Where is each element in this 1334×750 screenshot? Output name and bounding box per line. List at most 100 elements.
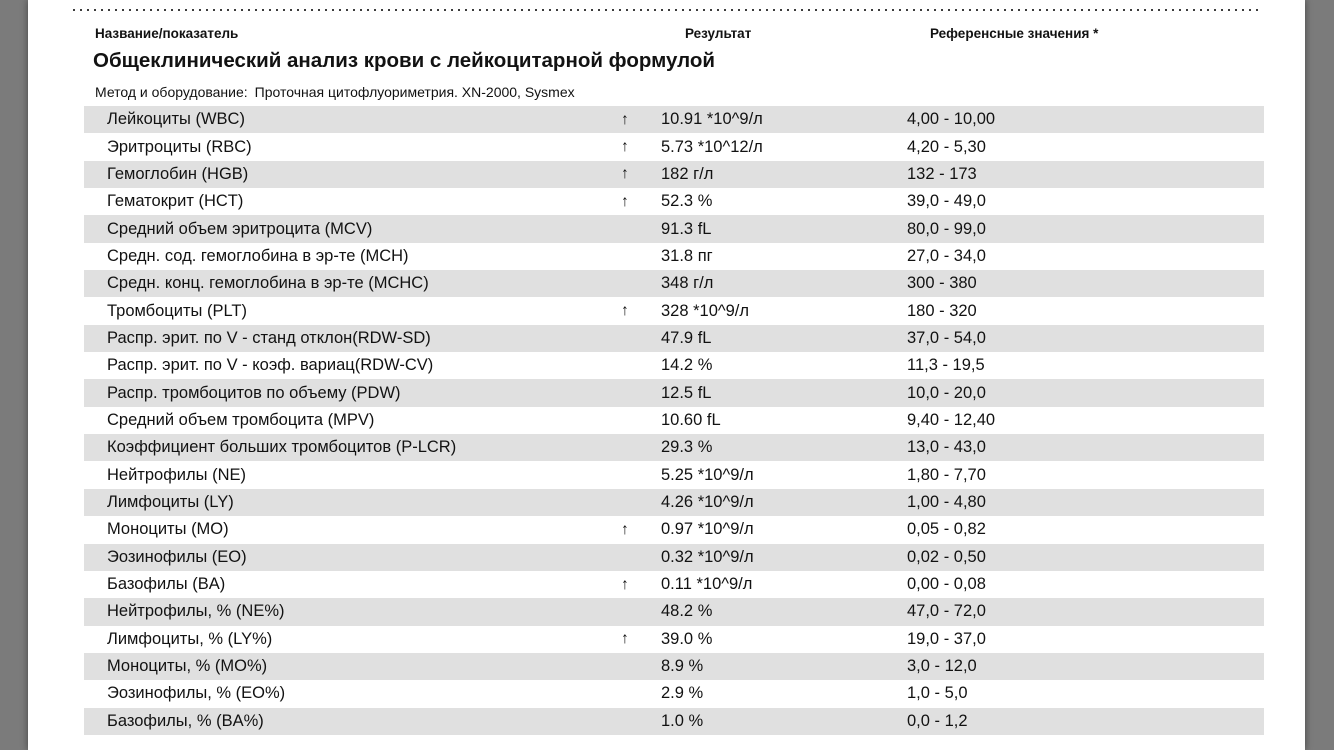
parameter-name: Моноциты (MO) — [107, 520, 229, 539]
high-flag-arrow-icon: ↑ — [621, 630, 629, 648]
parameter-name: Лимфоциты, % (LY%) — [107, 629, 273, 648]
high-flag-arrow-icon: ↑ — [621, 302, 629, 320]
reference-range: 0,05 - 0,82 — [907, 520, 986, 539]
result-value: 5.25 *10^9/л — [661, 465, 754, 484]
result-value: 328 *10^9/л — [661, 301, 750, 320]
parameter-name: Нейтрофилы, % (NE%) — [107, 602, 285, 621]
parameter-name: Лимфоциты (LY) — [107, 492, 234, 511]
reference-range: 4,00 - 10,00 — [907, 110, 996, 129]
reference-range: 27,0 - 34,0 — [907, 246, 986, 265]
reference-range: 0,00 - 0,08 — [907, 575, 986, 594]
parameter-name: Средн. сод. гемоглобина в эр-те (MCH) — [107, 246, 409, 265]
reference-range: 0,02 - 0,50 — [907, 547, 986, 566]
reference-range: 1,0 - 5,0 — [907, 684, 968, 703]
table-row: Средн. конц. гемоглобина в эр-те (MCHC) … — [84, 270, 1264, 298]
method-value: Проточная цитофлуориметрия. XN-2000, Sys… — [254, 84, 575, 100]
table-row: Распр. эрит. по V - станд отклон(RDW-SD)… — [84, 324, 1264, 353]
result-value: 2.9 % — [661, 684, 704, 703]
parameter-name: Моноциты, % (MO%) — [107, 657, 268, 676]
results-table: Лейкоциты (WBC) ↑ 10.91 *10^9/л 4,00 - 1… — [84, 106, 1264, 735]
reference-range: 80,0 - 99,0 — [907, 219, 986, 238]
table-row: Базофилы, % (BA%) 1.0 % 0,0 - 1,2 — [84, 707, 1264, 735]
result-value: 5.73 *10^12/л — [661, 137, 763, 156]
reference-range: 9,40 - 12,40 — [907, 410, 996, 429]
parameter-name: Базофилы, % (BA%) — [107, 711, 264, 730]
column-header-reference: Референсные значения * — [930, 26, 1099, 41]
result-value: 14.2 % — [661, 356, 713, 375]
parameter-name: Тромбоциты (PLT) — [107, 301, 247, 320]
result-value: 4.26 *10^9/л — [661, 492, 754, 511]
parameter-name: Распр. тромбоцитов по объему (PDW) — [107, 383, 401, 402]
parameter-name: Коэффициент больших тромбоцитов (P-LCR) — [107, 438, 457, 457]
reference-range: 180 - 320 — [907, 301, 977, 320]
table-row: Базофилы (BA) ↑ 0.11 *10^9/л 0,00 - 0,08 — [84, 571, 1264, 598]
result-value: 39.0 % — [661, 629, 713, 648]
table-row: Тромбоциты (PLT) ↑ 328 *10^9/л 180 - 320 — [84, 297, 1264, 324]
table-row: Эозинофилы, % (EO%) 2.9 % 1,0 - 5,0 — [84, 680, 1264, 707]
parameter-name: Гематокрит (HCT) — [107, 192, 244, 211]
method-line: Метод и оборудование: Проточная цитофлуор… — [95, 84, 575, 100]
report-page: Название/показатель Результат Референсны… — [28, 0, 1305, 750]
reference-range: 10,0 - 20,0 — [907, 383, 986, 402]
reference-range: 4,20 - 5,30 — [907, 137, 986, 156]
high-flag-arrow-icon: ↑ — [621, 165, 629, 183]
parameter-name: Эозинофилы (EO) — [107, 547, 247, 566]
table-row: Средний объем тромбоцита (MPV) 10.60 fL … — [84, 407, 1264, 434]
result-value: 0.11 *10^9/л — [661, 575, 753, 594]
table-row: Средний объем эритроцита (MCV) 91.3 fL 8… — [84, 215, 1264, 243]
high-flag-arrow-icon: ↑ — [621, 575, 629, 593]
section-title: Общеклинический анализ крови с лейкоцита… — [93, 49, 715, 72]
column-header-result: Результат — [685, 26, 752, 41]
table-row: Лимфоциты (LY) 4.26 *10^9/л 1,00 - 4,80 — [84, 488, 1264, 517]
result-value: 91.3 fL — [661, 219, 712, 238]
table-row: Средн. сод. гемоглобина в эр-те (MCH) 31… — [84, 243, 1264, 270]
parameter-name: Гемоглобин (HGB) — [107, 164, 249, 183]
result-value: 10.91 *10^9/л — [661, 110, 763, 129]
table-row: Коэффициент больших тромбоцитов (P-LCR) … — [84, 434, 1264, 462]
result-value: 29.3 % — [661, 438, 713, 457]
table-row: Моноциты, % (MO%) 8.9 % 3,0 - 12,0 — [84, 652, 1264, 681]
reference-range: 13,0 - 43,0 — [907, 438, 986, 457]
result-value: 48.2 % — [661, 602, 713, 621]
result-value: 182 г/л — [661, 164, 714, 183]
high-flag-arrow-icon: ↑ — [621, 520, 629, 538]
result-value: 10.60 fL — [661, 410, 721, 429]
table-row: Распр. тромбоцитов по объему (PDW) 12.5 … — [84, 379, 1264, 407]
result-value: 348 г/л — [661, 274, 714, 293]
table-row: Эритроциты (RBC) ↑ 5.73 *10^12/л 4,20 - … — [84, 133, 1264, 160]
parameter-name: Эозинофилы, % (EO%) — [107, 684, 286, 703]
table-row: Лейкоциты (WBC) ↑ 10.91 *10^9/л 4,00 - 1… — [84, 106, 1264, 134]
parameter-name: Средн. конц. гемоглобина в эр-те (MCHC) — [107, 274, 429, 293]
result-value: 12.5 fL — [661, 383, 712, 402]
reference-range: 1,80 - 7,70 — [907, 465, 986, 484]
reference-range: 39,0 - 49,0 — [907, 192, 986, 211]
high-flag-arrow-icon: ↑ — [621, 110, 629, 128]
parameter-name: Нейтрофилы (NE) — [107, 465, 246, 484]
table-row: Гематокрит (HCT) ↑ 52.3 % 39,0 - 49,0 — [84, 188, 1264, 215]
result-value: 31.8 пг — [661, 246, 713, 265]
column-header-name: Название/показатель — [95, 26, 239, 41]
table-row: Нейтрофилы, % (NE%) 48.2 % 47,0 - 72,0 — [84, 598, 1264, 626]
high-flag-arrow-icon: ↑ — [621, 192, 629, 210]
parameter-name: Лейкоциты (WBC) — [107, 110, 245, 129]
reference-range: 19,0 - 37,0 — [907, 629, 986, 648]
reference-range: 11,3 - 19,5 — [907, 356, 985, 375]
perforation-dotted-line — [73, 9, 1263, 11]
parameter-name: Средний объем эритроцита (MCV) — [107, 219, 373, 238]
table-row: Эозинофилы (EO) 0.32 *10^9/л 0,02 - 0,50 — [84, 543, 1264, 571]
reference-range: 37,0 - 54,0 — [907, 328, 986, 347]
result-value: 47.9 fL — [661, 328, 712, 347]
high-flag-arrow-icon: ↑ — [621, 138, 629, 156]
table-row: Распр. эрит. по V - коэф. вариац(RDW-CV)… — [84, 352, 1264, 379]
result-value: 0.32 *10^9/л — [661, 547, 754, 566]
table-row: Моноциты (MO) ↑ 0.97 *10^9/л 0,05 - 0,82 — [84, 516, 1264, 543]
reference-range: 132 - 173 — [907, 164, 977, 183]
parameter-name: Средний объем тромбоцита (MPV) — [107, 410, 375, 429]
reference-range: 3,0 - 12,0 — [907, 657, 977, 676]
parameter-name: Распр. эрит. по V - станд отклон(RDW-SD) — [107, 328, 431, 347]
result-value: 8.9 % — [661, 657, 704, 676]
reference-range: 47,0 - 72,0 — [907, 602, 986, 621]
table-row: Гемоглобин (HGB) ↑ 182 г/л 132 - 173 — [84, 160, 1264, 189]
parameter-name: Распр. эрит. по V - коэф. вариац(RDW-CV) — [107, 356, 434, 375]
